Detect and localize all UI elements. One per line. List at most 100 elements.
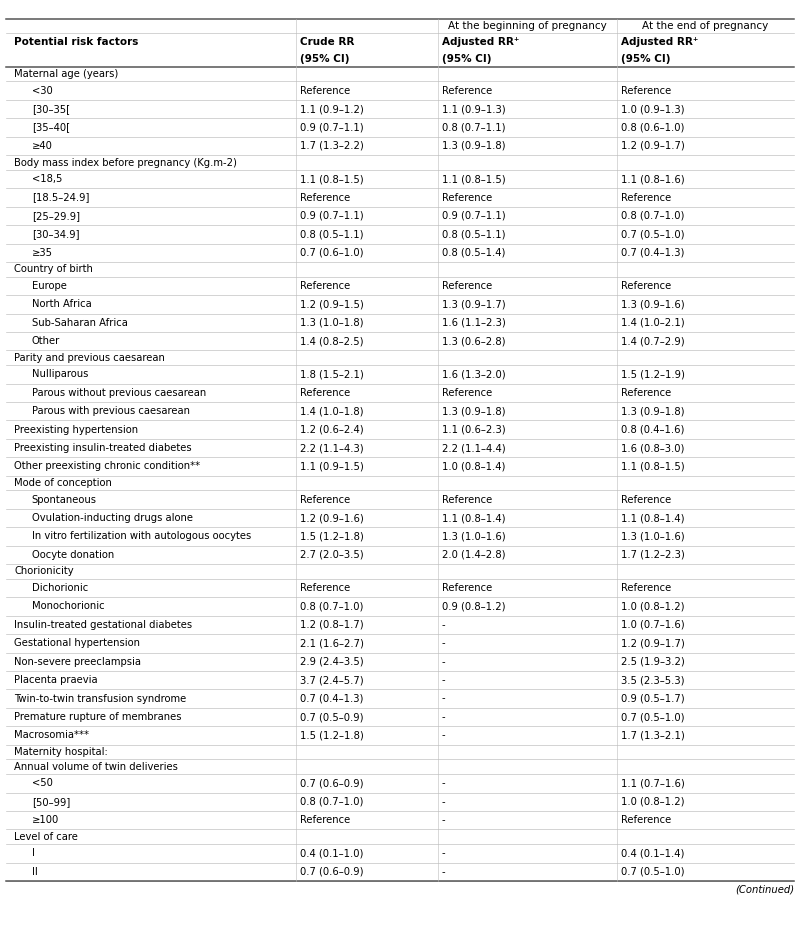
Text: Reference: Reference (442, 388, 492, 398)
Text: I: I (32, 849, 35, 858)
Text: Parous without previous caesarean: Parous without previous caesarean (32, 388, 206, 398)
Text: 1.3 (1.0–1.6): 1.3 (1.0–1.6) (621, 531, 685, 542)
Text: 0.4 (0.1–1.0): 0.4 (0.1–1.0) (300, 849, 364, 858)
Text: 1.4 (0.8–2.5): 1.4 (0.8–2.5) (300, 336, 364, 347)
Text: At the end of pregnancy: At the end of pregnancy (642, 21, 768, 31)
Text: 0.9 (0.8–1.2): 0.9 (0.8–1.2) (442, 602, 505, 611)
Text: -: - (442, 712, 445, 722)
Text: 1.2 (0.9–1.7): 1.2 (0.9–1.7) (621, 141, 685, 151)
Text: 0.8 (0.5–1.1): 0.8 (0.5–1.1) (300, 229, 364, 239)
Text: Reference: Reference (621, 192, 671, 203)
Text: -: - (442, 867, 445, 877)
Text: 2.1 (1.6–2.7): 2.1 (1.6–2.7) (300, 639, 364, 648)
Text: Country of birth: Country of birth (14, 265, 93, 274)
Text: 1.1 (0.8–1.5): 1.1 (0.8–1.5) (300, 174, 364, 184)
Text: Reference: Reference (442, 495, 492, 505)
Text: (95% CI): (95% CI) (442, 54, 492, 64)
Text: Reference: Reference (621, 86, 671, 96)
Text: -: - (442, 675, 445, 685)
Text: 0.7 (0.6–1.0): 0.7 (0.6–1.0) (300, 248, 364, 258)
Text: Twin-to-twin transfusion syndrome: Twin-to-twin transfusion syndrome (14, 693, 187, 704)
Text: Chorionicity: Chorionicity (14, 566, 74, 577)
Text: 1.2 (0.8–1.7): 1.2 (0.8–1.7) (300, 620, 364, 630)
Text: 1.1 (0.8–1.5): 1.1 (0.8–1.5) (442, 174, 506, 184)
Text: At the beginning of pregnancy: At the beginning of pregnancy (448, 21, 606, 31)
Text: 1.3 (1.0–1.8): 1.3 (1.0–1.8) (300, 317, 364, 328)
Text: -: - (442, 693, 445, 704)
Text: -: - (442, 620, 445, 630)
Text: 1.1 (0.7–1.6): 1.1 (0.7–1.6) (621, 778, 685, 788)
Text: 1.0 (0.8–1.2): 1.0 (0.8–1.2) (621, 797, 684, 806)
Text: 0.7 (0.6–0.9): 0.7 (0.6–0.9) (300, 867, 364, 877)
Text: Level of care: Level of care (14, 832, 78, 842)
Text: Maternal age (years): Maternal age (years) (14, 69, 119, 79)
Text: Reference: Reference (300, 192, 350, 203)
Text: 0.8 (0.4–1.6): 0.8 (0.4–1.6) (621, 425, 684, 434)
Text: 2.0 (1.4–2.8): 2.0 (1.4–2.8) (442, 550, 505, 560)
Text: Placenta praevia: Placenta praevia (14, 675, 98, 685)
Text: 0.7 (0.5–1.0): 0.7 (0.5–1.0) (621, 867, 684, 877)
Text: 1.0 (0.9–1.3): 1.0 (0.9–1.3) (621, 105, 684, 114)
Text: 1.4 (0.7–2.9): 1.4 (0.7–2.9) (621, 336, 685, 347)
Text: 0.8 (0.5–1.4): 0.8 (0.5–1.4) (442, 248, 505, 258)
Text: <18,5: <18,5 (32, 174, 62, 184)
Text: 2.7 (2.0–3.5): 2.7 (2.0–3.5) (300, 550, 364, 560)
Text: 0.7 (0.4–1.3): 0.7 (0.4–1.3) (621, 248, 684, 258)
Text: 0.7 (0.6–0.9): 0.7 (0.6–0.9) (300, 778, 364, 788)
Text: Europe: Europe (32, 281, 67, 291)
Text: Other preexisting chronic condition**: Other preexisting chronic condition** (14, 462, 200, 472)
Text: 0.7 (0.4–1.3): 0.7 (0.4–1.3) (300, 693, 364, 704)
Text: 1.2 (0.6–2.4): 1.2 (0.6–2.4) (300, 425, 364, 434)
Text: 1.3 (0.9–1.8): 1.3 (0.9–1.8) (621, 406, 684, 416)
Text: 1.1 (0.8–1.5): 1.1 (0.8–1.5) (621, 462, 685, 472)
Text: 1.7 (1.3–2.2): 1.7 (1.3–2.2) (300, 141, 364, 151)
Text: 1.3 (0.6–2.8): 1.3 (0.6–2.8) (442, 336, 505, 347)
Text: 2.2 (1.1–4.3): 2.2 (1.1–4.3) (300, 443, 364, 453)
Text: 1.6 (0.8–3.0): 1.6 (0.8–3.0) (621, 443, 684, 453)
Text: Parous with previous caesarean: Parous with previous caesarean (32, 406, 190, 416)
Text: Preexisting hypertension: Preexisting hypertension (14, 425, 138, 434)
Text: 1.0 (0.7–1.6): 1.0 (0.7–1.6) (621, 620, 685, 630)
Text: [18.5–24.9]: [18.5–24.9] (32, 192, 89, 203)
Text: [35–40[: [35–40[ (32, 122, 70, 133)
Text: Gestational hypertension: Gestational hypertension (14, 639, 140, 648)
Text: Reference: Reference (442, 281, 492, 291)
Text: Adjusted RR⁺: Adjusted RR⁺ (442, 37, 519, 47)
Text: Reference: Reference (621, 281, 671, 291)
Text: 1.1 (0.9–1.2): 1.1 (0.9–1.2) (300, 105, 364, 114)
Text: Ovulation-inducting drugs alone: Ovulation-inducting drugs alone (32, 513, 193, 523)
Text: Reference: Reference (300, 388, 350, 398)
Text: 0.4 (0.1–1.4): 0.4 (0.1–1.4) (621, 849, 684, 858)
Text: Annual volume of twin deliveries: Annual volume of twin deliveries (14, 762, 178, 771)
Text: -: - (442, 815, 445, 825)
Text: -: - (442, 730, 445, 740)
Text: <50: <50 (32, 778, 53, 788)
Text: Maternity hospital:: Maternity hospital: (14, 747, 108, 757)
Text: Reference: Reference (621, 495, 671, 505)
Text: Sub-Saharan Africa: Sub-Saharan Africa (32, 317, 128, 328)
Text: Reference: Reference (621, 583, 671, 593)
Text: -: - (442, 797, 445, 806)
Text: 0.9 (0.7–1.1): 0.9 (0.7–1.1) (442, 211, 506, 221)
Text: 1.1 (0.9–1.3): 1.1 (0.9–1.3) (442, 105, 506, 114)
Text: Reference: Reference (442, 583, 492, 593)
Text: 0.8 (0.5–1.1): 0.8 (0.5–1.1) (442, 229, 505, 239)
Text: Reference: Reference (300, 281, 350, 291)
Text: Reference: Reference (300, 583, 350, 593)
Text: Mode of conception: Mode of conception (14, 478, 113, 488)
Text: 1.4 (1.0–1.8): 1.4 (1.0–1.8) (300, 406, 364, 416)
Text: 1.1 (0.8–1.4): 1.1 (0.8–1.4) (621, 513, 684, 523)
Text: 1.3 (0.9–1.8): 1.3 (0.9–1.8) (442, 141, 505, 151)
Text: Oocyte donation: Oocyte donation (32, 550, 114, 560)
Text: -: - (442, 639, 445, 648)
Text: 0.7 (0.5–0.9): 0.7 (0.5–0.9) (300, 712, 364, 722)
Text: 1.3 (1.0–1.6): 1.3 (1.0–1.6) (442, 531, 506, 542)
Text: 1.6 (1.1–2.3): 1.6 (1.1–2.3) (442, 317, 506, 328)
Text: Reference: Reference (442, 86, 492, 96)
Text: Crude RR: Crude RR (300, 37, 354, 47)
Text: 1.2 (0.9–1.5): 1.2 (0.9–1.5) (300, 300, 364, 309)
Text: [30–34.9]: [30–34.9] (32, 229, 79, 239)
Text: 1.1 (0.8–1.4): 1.1 (0.8–1.4) (442, 513, 505, 523)
Text: 1.3 (0.9–1.8): 1.3 (0.9–1.8) (442, 406, 505, 416)
Text: Parity and previous caesarean: Parity and previous caesarean (14, 353, 165, 363)
